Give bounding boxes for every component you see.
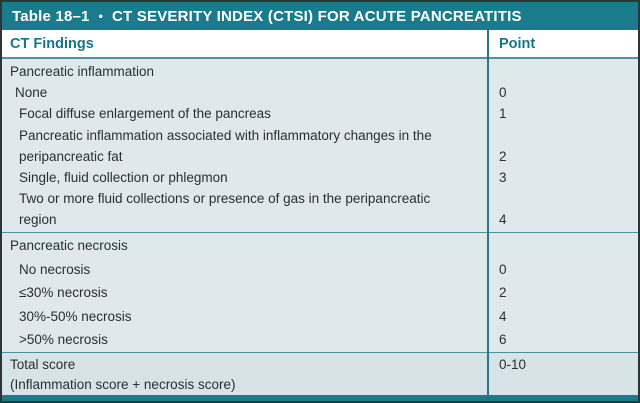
- finding-cell: Pancreatic inflammation associated with …: [19, 127, 432, 164]
- section-divider: [2, 232, 638, 233]
- point-cell: 1: [499, 106, 507, 122]
- total-score-label: Total score: [10, 357, 76, 372]
- table-row: Two or more fluid collections or presenc…: [2, 188, 638, 230]
- column-header-points: Point: [499, 35, 536, 52]
- header-rule: [2, 57, 638, 59]
- point-cell: 4: [499, 308, 507, 324]
- bullet-separator-icon: •: [98, 9, 104, 23]
- section-header-label: Pancreatic inflammation: [10, 64, 155, 79]
- finding-cell: Focal diffuse enlargement of the pancrea…: [19, 106, 271, 122]
- table-row: Focal diffuse enlargement of the pancrea…: [2, 103, 638, 124]
- table-title-text: CT SEVERITY INDEX (CTSI) FOR ACUTE PANCR…: [112, 7, 522, 25]
- finding-cell: None: [15, 85, 48, 101]
- total-score-sublabel: (Inflammation score + necrosis score): [10, 376, 236, 392]
- table-title-bar: Table 18–1 • CT SEVERITY INDEX (CTSI) FO…: [2, 2, 638, 30]
- finding-cell: 30%-50% necrosis: [19, 308, 132, 324]
- column-header-findings: CT Findings: [10, 35, 94, 52]
- point-cell: 4: [499, 211, 507, 227]
- column-header-row: CT Findings Point: [2, 30, 638, 57]
- finding-cell: No necrosis: [19, 261, 91, 277]
- total-score-row: Total score (Inflammation score + necros…: [2, 353, 638, 395]
- finding-cell: >50% necrosis: [19, 332, 108, 347]
- table-row: 30%-50% necrosis 4: [2, 306, 638, 327]
- table-row: Single, fluid collection or phlegmon 3: [2, 167, 638, 188]
- section-header-label: Pancreatic necrosis: [10, 238, 128, 253]
- section-pancreatic-necrosis: Pancreatic necrosis No necrosis 0 ≤30% n…: [2, 233, 638, 352]
- point-cell: 0: [499, 85, 507, 101]
- column-divider-line: [487, 30, 489, 395]
- finding-cell: Single, fluid collection or phlegmon: [19, 169, 228, 185]
- section-header-row: Pancreatic necrosis: [2, 235, 638, 256]
- total-score-point: 0-10: [499, 357, 527, 372]
- point-cell: 2: [499, 148, 507, 164]
- table-row: No necrosis 0: [2, 259, 638, 280]
- total-score-cell: Total score (Inflammation score + necros…: [2, 355, 487, 394]
- section-header-row: Pancreatic inflammation: [2, 61, 638, 82]
- section-pancreatic-inflammation: Pancreatic inflammation None 0 Focal dif…: [2, 59, 638, 232]
- table-row: Pancreatic inflammation associated with …: [2, 125, 638, 167]
- table-number-label: Table 18–1: [12, 7, 90, 25]
- table-row: >50% necrosis 6: [2, 329, 638, 350]
- table-row: None 0: [2, 82, 638, 103]
- table-row: ≤30% necrosis 2: [2, 282, 638, 303]
- point-cell: 2: [499, 285, 507, 300]
- finding-cell: Two or more fluid collections or presenc…: [19, 190, 431, 227]
- finding-cell: ≤30% necrosis: [19, 285, 108, 300]
- point-cell: 3: [499, 169, 507, 185]
- point-cell: 6: [499, 332, 507, 347]
- point-cell: 0: [499, 261, 507, 277]
- bottom-accent-bar: [2, 395, 638, 401]
- section-divider: [2, 352, 638, 353]
